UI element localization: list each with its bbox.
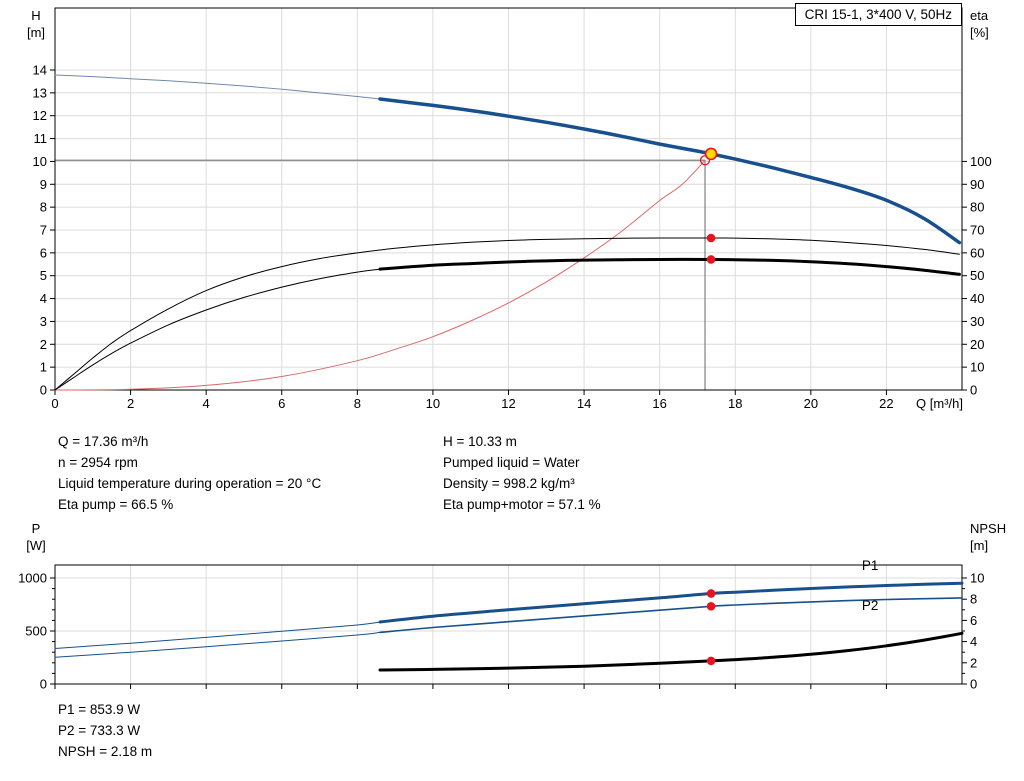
npsh-curve [378, 631, 964, 672]
p1-point [706, 589, 716, 598]
y-right-tick-label: 0 [970, 677, 977, 692]
y-right-tick-label: 100 [970, 154, 992, 169]
y-right-tick-label: 30 [970, 314, 984, 329]
info-line-p2: P2 = 733.3 W [58, 723, 141, 738]
p1-curve [378, 581, 964, 624]
head-efficiency-chart: 0123456789101112131401020304050607080901… [27, 7, 992, 411]
y-right-tick-label: 40 [970, 291, 984, 306]
power-npsh-values: P1 = 853.9 W P2 = 733.3 W NPSH = 2.18 m [58, 699, 152, 762]
pump-model-label: CRI 15-1, 3*400 V, 50Hz [794, 3, 962, 26]
info-line-eta-pump-motor: Eta pump+motor = 57.1 % [443, 497, 601, 512]
info-line-q: Q = 17.36 m³/h [58, 434, 149, 449]
x-tick-label: 16 [652, 396, 666, 411]
y-left-tick-label: 2 [40, 337, 47, 352]
y-left-tick-label: 12 [33, 108, 47, 123]
eta-pump-motor-point [706, 255, 716, 264]
info-line-head: H = 10.33 m [443, 434, 517, 449]
series-label-p1: P1 [862, 558, 879, 573]
p2-curve [379, 597, 963, 634]
y-right-tick-label: 10 [970, 571, 984, 586]
eta-pump-motor-curve-thin [54, 268, 381, 391]
info-line-speed: n = 2954 rpm [58, 455, 138, 470]
p2-point [706, 601, 716, 611]
requested-duty-point [699, 155, 711, 166]
x-tick-label: 8 [354, 396, 361, 411]
x-tick-label: 4 [203, 396, 210, 411]
y-left-tick-label: 4 [40, 291, 47, 306]
y-right-axis-title: [%] [970, 25, 989, 40]
p1-curve-thin [54, 621, 381, 649]
y-left-axis-title: [W] [26, 538, 46, 553]
operating-data-left: Q = 17.36 m³/h n = 2954 rpm Liquid tempe… [58, 431, 321, 515]
y-left-tick-label: 10 [33, 154, 47, 169]
x-tick-label: 12 [501, 396, 515, 411]
y-right-tick-label: 80 [970, 200, 984, 215]
y-left-tick-label: 9 [40, 177, 47, 192]
x-tick-label: 6 [278, 396, 285, 411]
y-left-tick-label: 7 [40, 223, 47, 238]
info-line-eta-pump: Eta pump = 66.5 % [58, 497, 174, 512]
info-line-npsh: NPSH = 2.18 m [58, 744, 153, 759]
y-right-tick-label: 70 [970, 223, 984, 238]
info-line-liquid: Pumped liquid = Water [443, 455, 580, 470]
series-label-p2: P2 [862, 598, 879, 613]
x-tick-label: 2 [127, 396, 134, 411]
eta-pump-motor-curve [378, 257, 961, 276]
info-line-p1: P1 = 853.9 W [58, 702, 141, 717]
operating-data-right: H = 10.33 m Pumped liquid = Water Densit… [443, 431, 601, 515]
y-left-tick-label: 3 [40, 314, 47, 329]
y-left-axis-title: H [31, 8, 40, 23]
info-line-temperature: Liquid temperature during operation = 20… [58, 476, 322, 491]
y-left-tick-label: 14 [33, 63, 47, 78]
y-right-axis-title: NPSH [970, 521, 1006, 536]
y-right-tick-label: 50 [970, 268, 984, 283]
y-left-tick-label: 11 [34, 131, 48, 146]
system-curve [54, 159, 706, 391]
y-left-tick-label: 0 [40, 383, 47, 398]
pump-curve-thin [54, 74, 381, 100]
power-npsh-chart: 0 500 1000 0 2 4 6 8 10 P [W] NPSH [m] P1 P2 [18, 521, 1006, 692]
y-right-tick-label: 10 [970, 360, 984, 375]
y-right-tick-label: 2 [970, 655, 977, 670]
x-tick-label: 14 [577, 396, 591, 411]
duty-point[interactable] [704, 147, 718, 161]
y-left-tick-label: 13 [33, 85, 47, 100]
p2-curve-thin [54, 631, 381, 658]
y-right-axis-title: eta [970, 8, 989, 23]
y-left-tick-label: 6 [40, 245, 47, 260]
y-right-tick-label: 60 [970, 245, 984, 260]
y-left-tick-label: 1000 [18, 571, 47, 586]
y-left-tick-label: 0 [40, 677, 47, 692]
y-left-axis-title: [m] [27, 25, 45, 40]
x-tick-label: 0 [51, 396, 58, 411]
x-tick-label: 10 [426, 396, 440, 411]
y-right-axis-title: [m] [970, 538, 988, 553]
x-tick-label: 20 [804, 396, 818, 411]
x-tick-label: 22 [879, 396, 893, 411]
y-left-tick-label: 500 [25, 624, 47, 639]
y-right-tick-label: 6 [970, 613, 977, 628]
y-left-tick-label: 8 [40, 200, 47, 215]
y-right-tick-label: 8 [970, 592, 977, 607]
y-right-tick-label: 4 [970, 634, 977, 649]
y-left-axis-title: P [32, 521, 41, 536]
x-axis-title: Q [m³/h] [916, 396, 963, 411]
info-line-density: Density = 998.2 kg/m³ [443, 476, 575, 491]
y-left-tick-label: 1 [40, 360, 47, 375]
y-right-tick-label: 0 [970, 383, 977, 398]
eta-pump-point [706, 233, 716, 243]
npsh-point [706, 656, 716, 666]
pump-curve [378, 97, 962, 245]
x-tick-label: 18 [728, 396, 742, 411]
y-right-tick-label: 20 [970, 337, 984, 352]
y-left-tick-label: 5 [40, 268, 47, 283]
eta-pump-curve [54, 237, 960, 391]
y-right-tick-label: 90 [970, 177, 984, 192]
